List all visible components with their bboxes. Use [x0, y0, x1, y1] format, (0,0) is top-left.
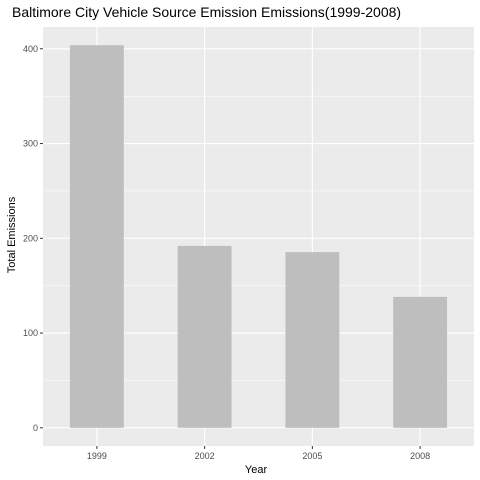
bar-2005	[285, 252, 339, 428]
y-tick-label: 0	[33, 423, 38, 433]
chart-title: Baltimore City Vehicle Source Emission E…	[12, 4, 401, 20]
y-tick-label: 100	[23, 328, 38, 338]
bar-1999	[70, 45, 124, 428]
x-tick-label: 1999	[87, 451, 107, 461]
bar-2002	[178, 246, 232, 428]
y-tick-label: 400	[23, 44, 38, 54]
x-axis-title: Year	[245, 464, 268, 476]
x-axis: 1999 2002 2005 2008	[87, 446, 430, 461]
y-axis-title: Total Emissions	[6, 196, 18, 273]
x-tick-label: 2005	[302, 451, 322, 461]
bar-2008	[393, 297, 447, 428]
y-axis: 0 100 200 300 400	[23, 44, 43, 433]
x-tick-label: 2002	[195, 451, 215, 461]
x-tick-label: 2008	[410, 451, 430, 461]
y-tick-label: 200	[23, 233, 38, 243]
y-tick-label: 300	[23, 139, 38, 149]
